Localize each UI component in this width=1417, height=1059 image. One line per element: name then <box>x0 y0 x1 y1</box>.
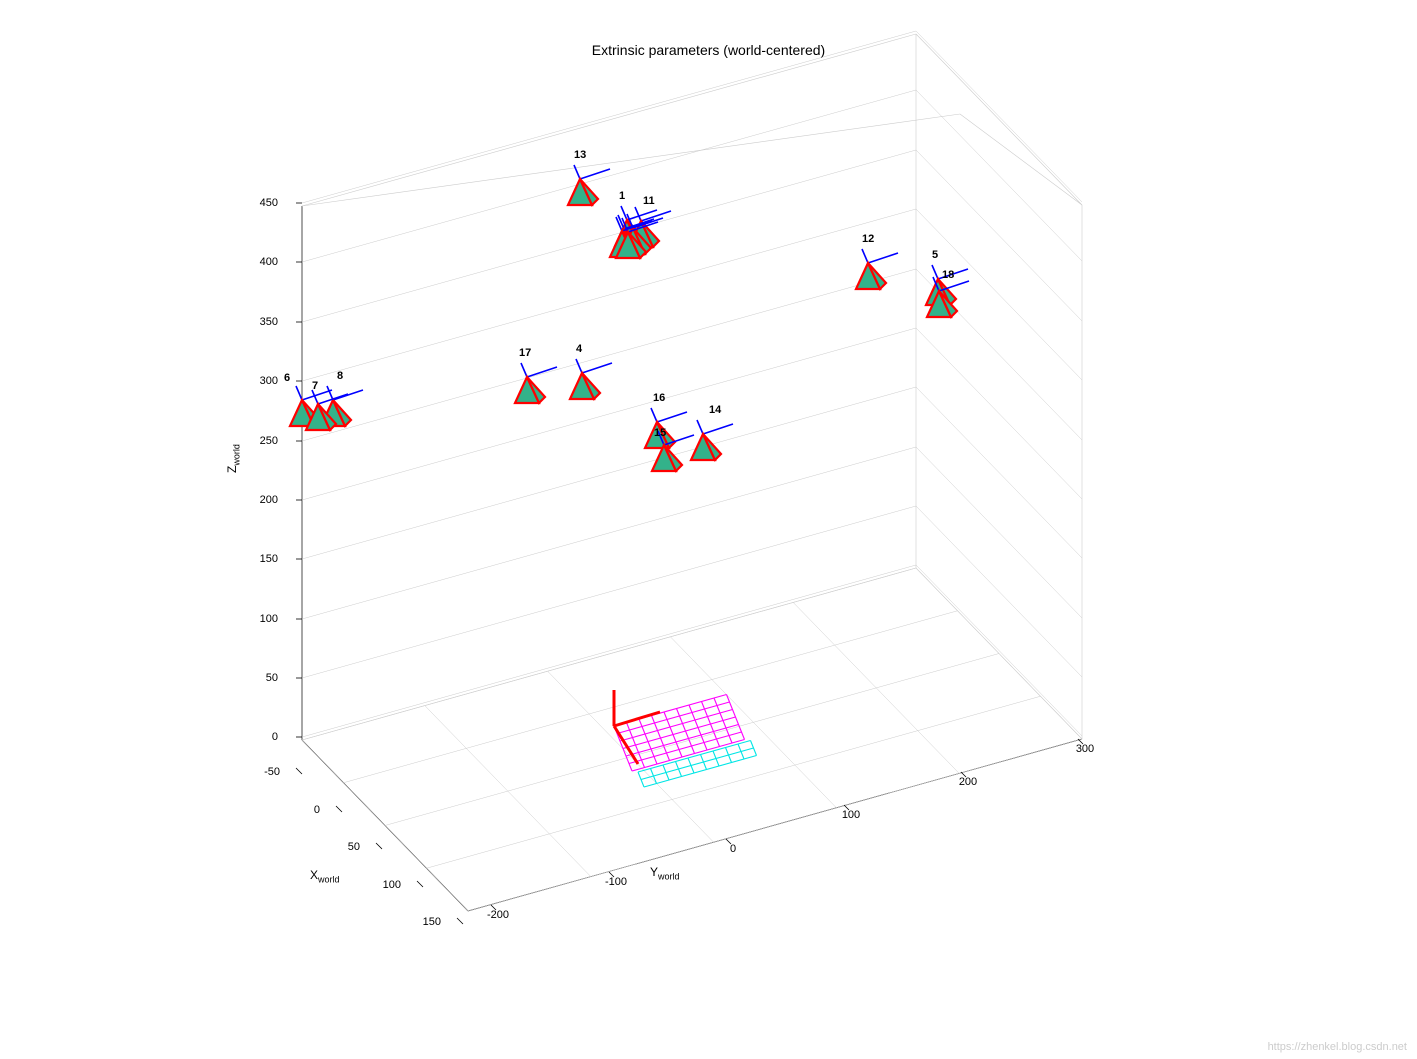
camera-label-17: 17 <box>519 347 531 359</box>
x-axis-label: Xworld <box>310 868 340 884</box>
camera-label-18: 18 <box>942 269 954 281</box>
tick-label: 250 <box>238 435 278 447</box>
tick-label: -100 <box>596 876 636 888</box>
camera-label-6: 6 <box>284 372 290 384</box>
y-axis-label: Yworld <box>650 865 680 881</box>
camera-label-1: 1 <box>619 190 625 202</box>
tick-label: 150 <box>238 553 278 565</box>
tick-label: -200 <box>478 909 518 921</box>
camera-label-7: 7 <box>312 380 318 392</box>
camera-label-15: 15 <box>654 427 666 439</box>
tick-label: 50 <box>238 672 278 684</box>
camera-label-5: 5 <box>932 249 938 261</box>
camera-label-14: 14 <box>709 404 721 416</box>
tick-label: 450 <box>238 197 278 209</box>
camera-label-8: 8 <box>337 370 343 382</box>
tick-label: 0 <box>713 843 753 855</box>
camera-label-12: 12 <box>862 233 874 245</box>
tick-label: 0 <box>280 804 320 816</box>
tick-label: 200 <box>948 776 988 788</box>
tick-label: 300 <box>1065 743 1105 755</box>
camera-label-4: 4 <box>576 343 582 355</box>
tick-label: 100 <box>361 879 401 891</box>
tick-label: -50 <box>240 766 280 778</box>
plot-svg <box>0 0 1417 1059</box>
tick-label: 150 <box>401 916 441 928</box>
camera-label-16: 16 <box>653 392 665 404</box>
tick-label: 200 <box>238 494 278 506</box>
camera-label-13: 13 <box>574 149 586 161</box>
tick-label: 50 <box>320 841 360 853</box>
tick-label: 0 <box>238 731 278 743</box>
watermark-text: https://zhenkel.blog.csdn.net <box>1268 1041 1407 1053</box>
tick-label: 350 <box>238 316 278 328</box>
camera-label-11: 11 <box>643 195 655 207</box>
tick-label: 100 <box>831 809 871 821</box>
tick-label: 100 <box>238 613 278 625</box>
tick-label: 400 <box>238 256 278 268</box>
z-axis-label: Zworld <box>225 444 241 473</box>
plot-container: { "title": "Extrinsic parameters (world-… <box>0 0 1417 1059</box>
tick-label: 300 <box>238 375 278 387</box>
